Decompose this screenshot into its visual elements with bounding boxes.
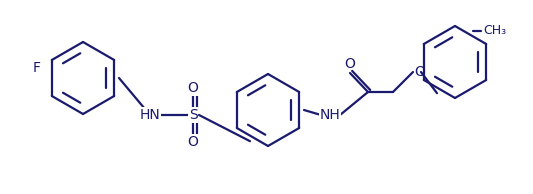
Text: NH: NH bbox=[320, 108, 341, 122]
Text: O: O bbox=[188, 135, 198, 149]
Text: CH₃: CH₃ bbox=[483, 24, 506, 37]
Text: HN: HN bbox=[140, 108, 160, 122]
Text: O: O bbox=[414, 65, 425, 79]
Text: O: O bbox=[344, 57, 356, 71]
Text: O: O bbox=[188, 81, 198, 95]
Text: F: F bbox=[33, 61, 41, 75]
Text: S: S bbox=[189, 108, 197, 122]
